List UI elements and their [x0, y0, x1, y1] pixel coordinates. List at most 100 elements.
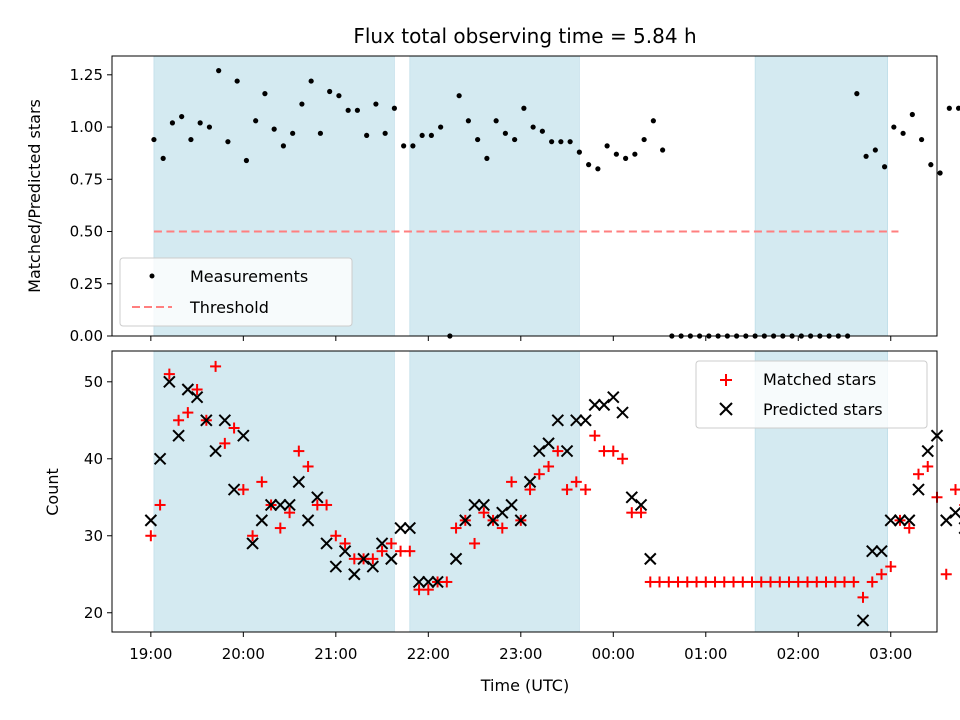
predicted-star-marker — [153, 452, 167, 465]
measurement-point — [909, 111, 915, 118]
matched-star-marker — [922, 460, 934, 472]
predicted-star-marker — [311, 491, 324, 504]
matched-star-marker — [376, 545, 388, 557]
matched-star-marker — [681, 576, 693, 588]
matched-star-marker — [765, 576, 777, 588]
predicted-star-marker — [274, 498, 287, 512]
matched-star-marker — [302, 460, 314, 472]
measurement-point — [946, 105, 952, 111]
predicted-star-marker — [237, 429, 250, 442]
measurement-point — [216, 68, 222, 74]
predicted-star-marker — [283, 498, 296, 512]
matched-star-marker — [598, 445, 610, 457]
predicted-star-marker — [588, 398, 601, 412]
measurement-point — [872, 147, 878, 153]
measurement-point — [604, 143, 610, 149]
y-tick-label: 30 — [84, 527, 103, 545]
measurement-point — [327, 88, 333, 95]
predicted-star-marker — [301, 514, 315, 527]
measurement-point — [613, 151, 619, 157]
matched-star-marker — [228, 422, 240, 434]
bottom-axes-frame — [111, 350, 938, 633]
measurement-point — [336, 93, 342, 99]
predicted-star-marker — [422, 575, 435, 589]
x-tick-label: 03:00 — [869, 645, 912, 663]
matched-star-marker — [145, 530, 157, 542]
matched-star-marker — [848, 576, 860, 588]
x-tick-label: 01:00 — [684, 645, 727, 663]
matched-star-marker — [395, 545, 407, 557]
predicted-star-marker — [329, 560, 343, 573]
predicted-star-marker — [560, 444, 574, 458]
measurement-point — [299, 101, 305, 107]
measurement-point — [641, 136, 647, 143]
predicted-star-marker — [597, 398, 611, 412]
predicted-star-marker — [505, 498, 518, 512]
measurement-point — [484, 155, 490, 161]
matched-star-marker — [274, 522, 286, 534]
measurement-point — [955, 105, 960, 111]
predicted-star-marker — [209, 444, 222, 458]
bottom-ylabel: Count — [43, 468, 62, 516]
matched-star-marker — [672, 576, 684, 588]
matched-star-marker — [755, 576, 767, 588]
matched-star-marker — [478, 507, 490, 519]
matched-star-marker — [173, 414, 185, 426]
measurement-point — [438, 124, 444, 130]
predicted-star-marker — [607, 390, 620, 404]
matched-star-marker — [496, 522, 508, 534]
predicted-star-marker — [940, 514, 953, 527]
measurement-point — [502, 130, 508, 136]
matched-star-marker — [857, 591, 869, 603]
predicted-star-marker — [486, 514, 500, 527]
measurement-point — [595, 166, 601, 172]
matched-star-marker — [820, 576, 832, 588]
predicted-star-marker — [375, 537, 389, 550]
measurement-point — [549, 139, 555, 145]
matched-star-marker — [913, 468, 925, 480]
measurement-point — [456, 93, 462, 99]
predicted-star-marker — [431, 575, 444, 589]
observing-interval-3 — [754, 55, 888, 337]
top-legend: Measurements Threshold — [119, 257, 353, 327]
matched-star-marker — [746, 576, 758, 588]
predicted-star-marker — [338, 544, 352, 558]
predicted-star-marker — [921, 444, 934, 458]
matched-star-marker — [237, 484, 249, 496]
measurement-point — [290, 130, 296, 136]
measurement-point — [632, 151, 638, 157]
matched-star-marker — [617, 453, 629, 465]
measurement-point — [225, 139, 231, 145]
matched-star-marker — [792, 576, 804, 588]
measurement-point — [317, 130, 324, 136]
matched-star-marker — [811, 576, 823, 588]
predicted-star-marker — [144, 514, 158, 527]
matched-star-marker — [709, 576, 721, 588]
observing-interval-1 — [153, 350, 395, 633]
matched-star-marker — [774, 576, 786, 588]
matched-star-marker — [247, 530, 259, 542]
y-tick-label: 1.25 — [70, 66, 103, 84]
measurement-point — [382, 130, 388, 136]
predicted-star-marker — [366, 560, 380, 573]
measurement-point — [881, 164, 888, 170]
measurement-point — [900, 130, 906, 136]
predicted-star-marker — [394, 521, 407, 535]
predicted-star-marker — [449, 552, 463, 566]
predicted-star-marker — [385, 552, 398, 566]
predicted-star-marker — [912, 483, 925, 496]
measurement-point — [169, 120, 176, 126]
matched-star-marker — [691, 576, 703, 588]
predicted-star-marker — [625, 491, 638, 504]
measurement-point — [493, 118, 499, 124]
predicted-star-marker — [190, 390, 204, 404]
measurement-point — [206, 124, 213, 130]
measurement-point — [262, 91, 268, 97]
measurement-point — [345, 107, 351, 113]
predicted-star-marker — [533, 444, 546, 458]
predicted-star-marker — [172, 429, 185, 442]
matched-star-marker — [348, 553, 360, 565]
matched-star-marker — [654, 576, 666, 588]
chart-title: Flux total observing time = 5.84 h — [353, 24, 696, 48]
